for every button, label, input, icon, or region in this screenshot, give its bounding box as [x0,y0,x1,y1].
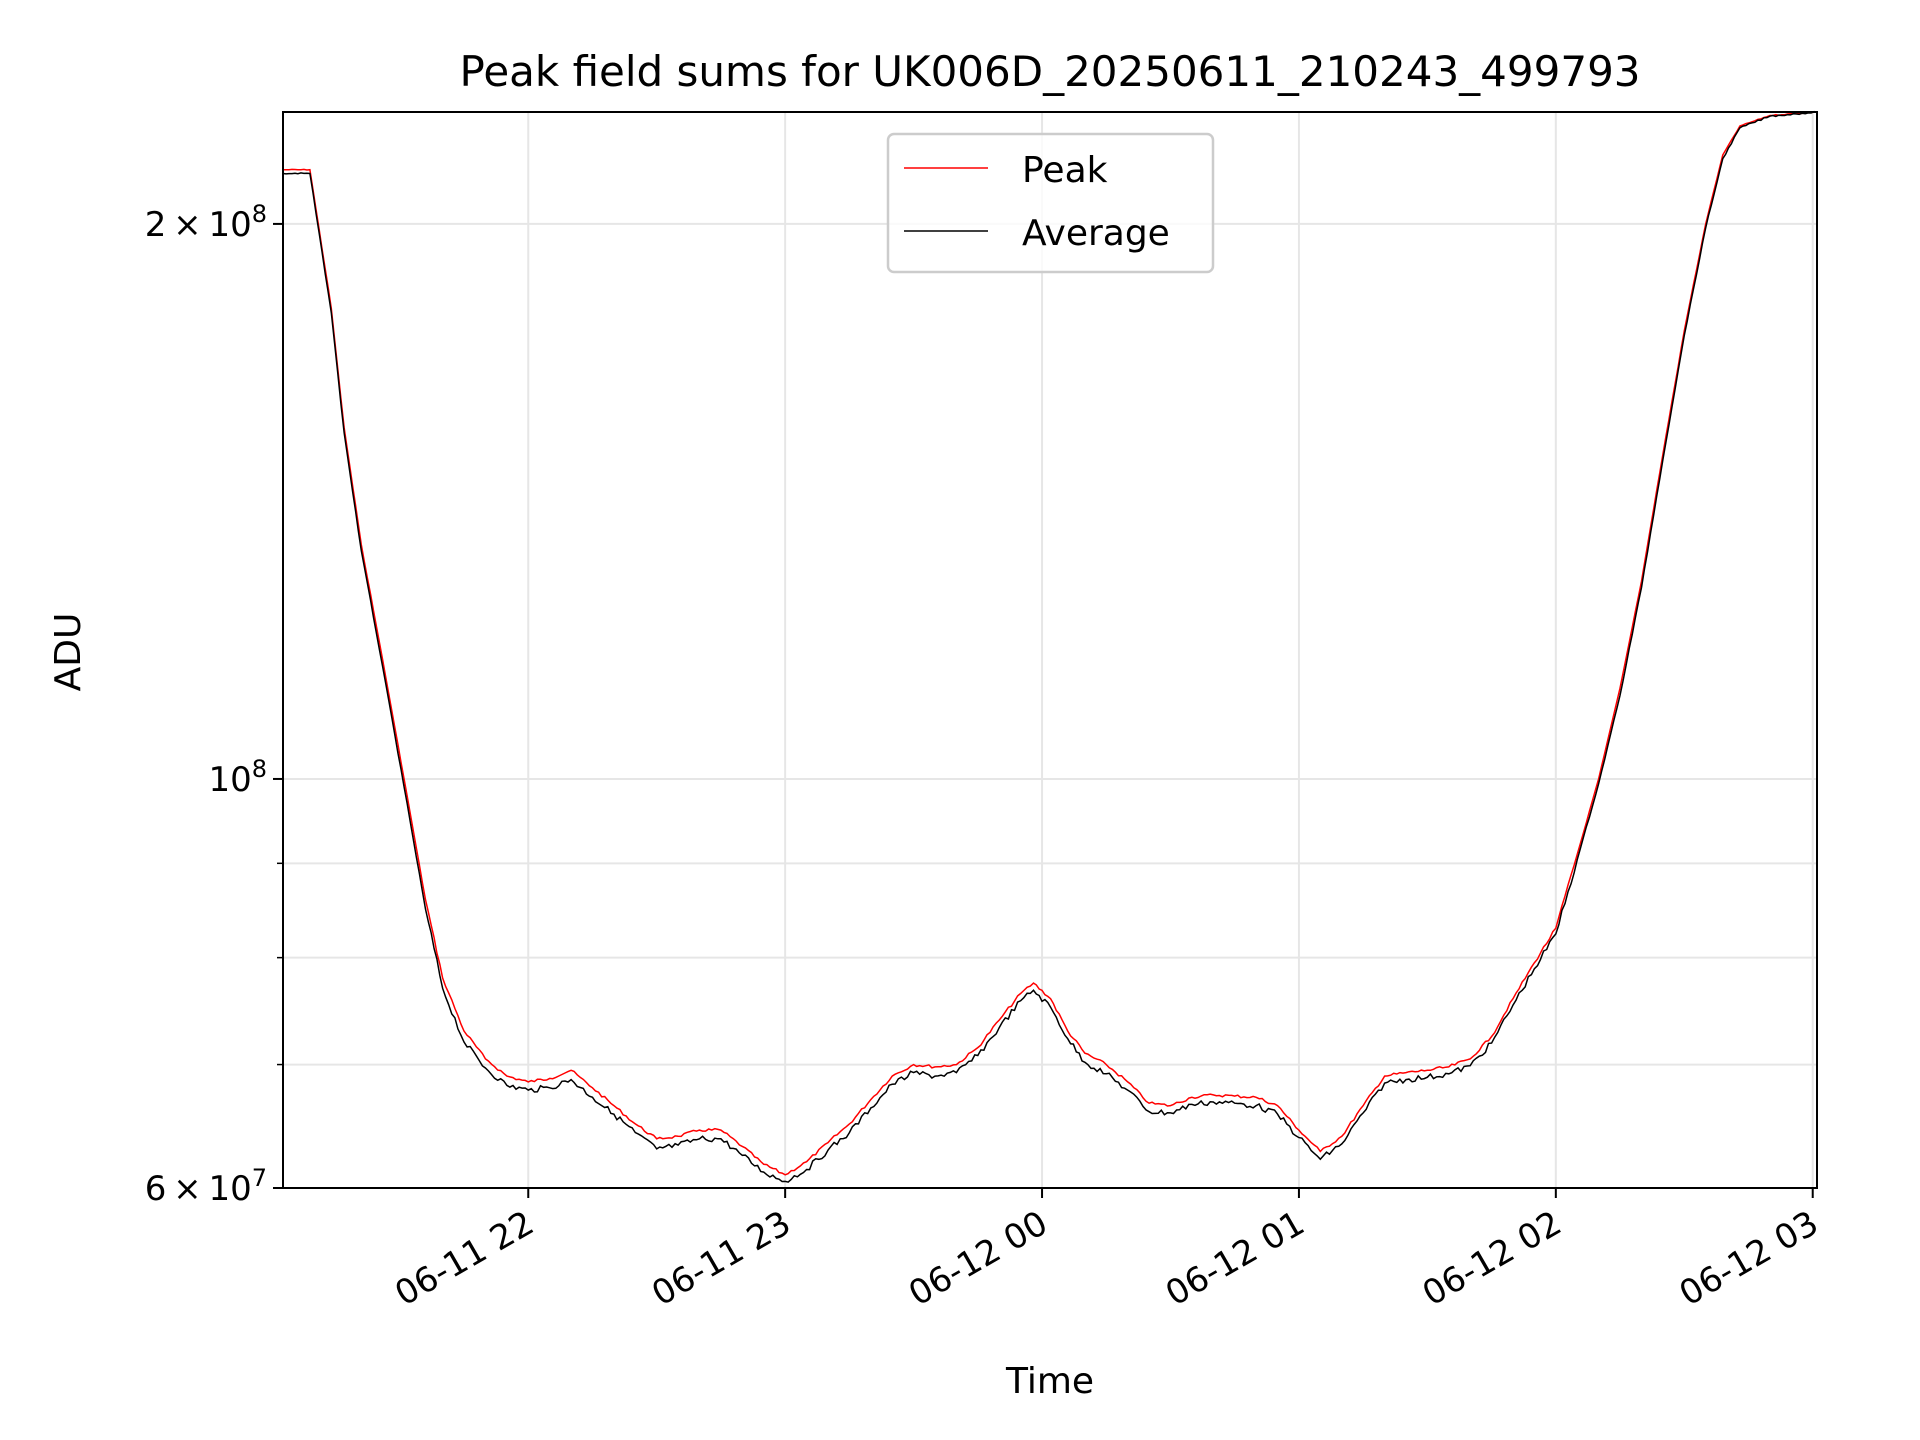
y-tick-label: 108 [208,755,267,800]
x-axis-label: Time [1005,1361,1094,1402]
plot-frame [282,111,1818,1189]
plot-series [282,110,1818,1183]
series-line-peak [283,111,1817,1176]
legend-label-average: Average [1022,213,1170,254]
y-tick-label: 2 × 108 [145,200,267,245]
chart-title: Peak field sums for UK006D_20250611_2102… [459,47,1640,96]
series-line-average [282,110,1818,1183]
legend: Peak Average [886,132,1215,274]
y-axis-ticks: 6 × 107 108 2 × 108 [145,200,283,1209]
y-axis-label: ADU [48,613,89,692]
legend-label-peak: Peak [1022,150,1108,191]
y-tick-label: 6 × 107 [145,1164,267,1209]
